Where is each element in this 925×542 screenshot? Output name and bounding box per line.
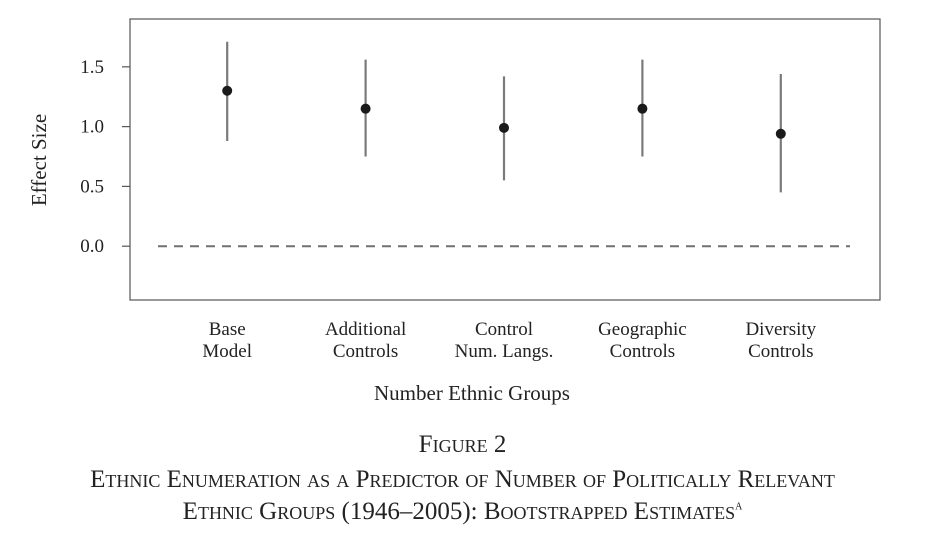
y-tick-label: 1.5 [80, 57, 104, 78]
estimate-point [360, 103, 371, 114]
x-category-label: Num. Langs. [455, 341, 554, 362]
estimate-point [637, 103, 648, 114]
estimate-point [499, 122, 509, 133]
y-tick-label: 1.0 [80, 117, 104, 138]
y-tick-label: 0.0 [80, 236, 104, 257]
figure-title-line-2: Ethnic Groups (1946–2005): Bootstrapped … [0, 497, 925, 527]
figure-title-line-1: Ethnic Enumeration as a Predictor of Num… [90, 466, 835, 493]
y-tick-label: 0.5 [80, 176, 104, 197]
x-axis-title: Number Ethnic Groups [374, 381, 570, 405]
x-category-label: Model [202, 341, 252, 362]
data-marks [222, 41, 786, 193]
x-category-label: Controls [610, 341, 675, 362]
y-axis-ticks: 0.0 0.5 1.0 1.5 [80, 57, 130, 257]
chart: 0.00.51.01.5 BaseModelAdditionalControls… [27, 18, 881, 405]
x-category-label: Geographic [598, 319, 687, 340]
x-category-label: Diversity [745, 319, 816, 340]
y-axis-title: Effect Size [27, 114, 51, 206]
x-category-label: Base [209, 319, 246, 340]
footnote-marker: a [735, 498, 743, 514]
x-category-label: Controls [748, 341, 813, 362]
figure-title-line-2-text: Ethnic Groups (1946–2005): Bootstrapped … [182, 498, 736, 525]
x-category-label: Additional [325, 319, 406, 340]
figure-label: Figure 2 [418, 431, 507, 458]
estimate-point [775, 128, 786, 139]
x-category-label: Controls [333, 341, 398, 362]
estimate-point [222, 85, 233, 96]
plot-frame [129, 18, 881, 301]
x-category-label: Control [475, 319, 533, 340]
